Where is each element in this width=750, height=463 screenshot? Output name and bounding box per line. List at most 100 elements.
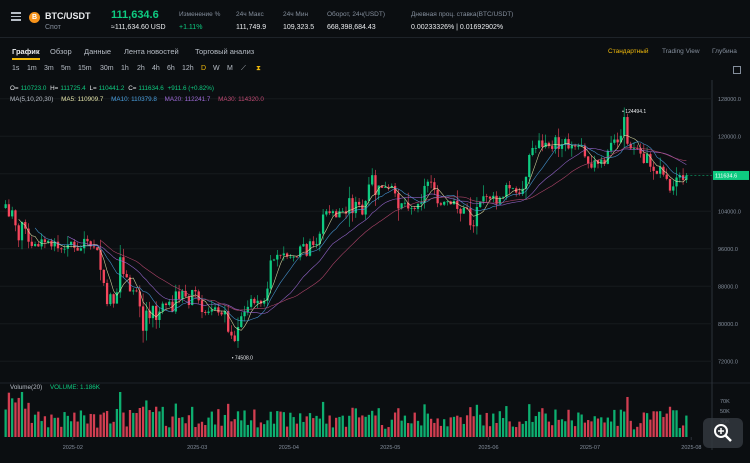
- pair-market-type: Спот: [45, 24, 61, 31]
- timeframe-3m[interactable]: 3m: [44, 65, 54, 72]
- timeframe-2h[interactable]: 2h: [137, 65, 145, 72]
- volume-bar: [655, 411, 659, 437]
- volume-bar: [168, 427, 171, 437]
- volume-bar: [492, 413, 495, 437]
- candle-body: [266, 288, 269, 301]
- volume-bar: [122, 412, 125, 437]
- price-chart[interactable]: 128000.0120000.0112000.0104000.096000.08…: [0, 80, 750, 463]
- candle-body: [79, 248, 83, 251]
- timeframe-M[interactable]: M: [227, 65, 233, 72]
- candle-body: [583, 145, 587, 157]
- candle-body: [33, 244, 37, 246]
- volume-bar: [292, 417, 295, 437]
- candle-body: [675, 177, 678, 187]
- tab-overview[interactable]: Обзор: [50, 47, 72, 56]
- timeframe-6h[interactable]: 6h: [167, 65, 175, 72]
- candle-body: [272, 259, 276, 261]
- volume-bar: [217, 409, 220, 437]
- volume-bar: [649, 419, 652, 437]
- candle-body: [397, 193, 400, 209]
- view-tradingview[interactable]: Trading View: [662, 48, 700, 55]
- volume-bar: [675, 410, 678, 437]
- candle-body: [642, 153, 645, 163]
- candle-body: [488, 196, 492, 199]
- candle-body: [400, 203, 403, 209]
- candle-body: [551, 146, 554, 149]
- volume-bar: [357, 417, 361, 437]
- volume-bar: [266, 420, 269, 437]
- tab-chart[interactable]: График: [12, 47, 40, 56]
- zoom-icon[interactable]: [703, 418, 743, 448]
- volume-bar: [40, 421, 43, 437]
- volume-bar: [420, 425, 423, 437]
- volume-bar: [50, 414, 53, 437]
- chart-type-icon[interactable]: ⟋: [241, 65, 246, 72]
- candle-body: [197, 291, 200, 301]
- volume-bar: [312, 418, 315, 437]
- indicator-icon[interactable]: ⧗: [256, 65, 261, 72]
- volume-bar: [181, 417, 184, 437]
- y-tick-label: 88000.0: [718, 284, 738, 290]
- volume-bar: [472, 416, 475, 437]
- volume-bar: [164, 425, 168, 437]
- volume-bar: [488, 426, 492, 437]
- candle-body: [17, 225, 20, 241]
- volume-bar: [400, 420, 403, 437]
- candle-body: [446, 201, 449, 203]
- volume-bar: [534, 416, 537, 437]
- candle-body: [263, 300, 266, 304]
- candle-body: [560, 144, 564, 149]
- timeframe-1m[interactable]: 1m: [27, 65, 37, 72]
- candle-body: [325, 211, 328, 215]
- fullscreen-icon[interactable]: [733, 66, 741, 74]
- candle-body: [243, 312, 246, 317]
- tab-trading-analysis[interactable]: Торговый анализ: [195, 47, 255, 56]
- volume-bar: [367, 414, 371, 437]
- volume-bar: [662, 417, 665, 437]
- timeframe-4h[interactable]: 4h: [152, 65, 160, 72]
- candle-body: [426, 181, 429, 186]
- volume-bar: [541, 408, 544, 437]
- candle-body: [194, 290, 197, 292]
- candle-body: [53, 241, 56, 247]
- candle-body: [587, 156, 590, 164]
- tab-data[interactable]: Данные: [84, 47, 112, 56]
- volume-bar: [590, 421, 593, 437]
- volume-bar: [14, 402, 17, 437]
- volume-bar: [259, 422, 263, 437]
- volume-bar: [573, 426, 577, 437]
- view-depth[interactable]: Глубина: [712, 48, 737, 55]
- candle-body: [11, 210, 14, 217]
- timeframe-5m[interactable]: 5m: [61, 65, 71, 72]
- volume-bar: [639, 423, 642, 437]
- candle-body: [76, 247, 79, 251]
- volume-bar: [112, 421, 115, 437]
- volume-bar: [299, 413, 302, 437]
- timeframe-30m[interactable]: 30m: [100, 65, 114, 72]
- pair-title[interactable]: BTC/USDT: [45, 11, 91, 21]
- candle-body: [528, 155, 531, 178]
- candle-body: [302, 244, 305, 247]
- candle-body: [501, 196, 505, 198]
- view-standard[interactable]: Стандартный: [608, 48, 649, 55]
- tab-news[interactable]: Лента новостей: [124, 47, 179, 56]
- volume-bar: [564, 421, 567, 437]
- stat-high: 24ч Макс 111,749.9: [236, 11, 267, 31]
- candle-body: [518, 192, 521, 194]
- timeframe-1h[interactable]: 1h: [121, 65, 129, 72]
- timeframe-12h[interactable]: 12h: [182, 65, 194, 72]
- volume-bar: [433, 422, 436, 437]
- volume-bar: [33, 414, 37, 437]
- timeframe-1s[interactable]: 1s: [12, 65, 20, 72]
- timeframe-15m[interactable]: 15m: [78, 65, 92, 72]
- timeframe-D[interactable]: D: [201, 65, 207, 72]
- candle-body: [423, 185, 426, 203]
- timeframe-W[interactable]: W: [213, 65, 220, 72]
- volume-bar: [354, 408, 357, 437]
- volume-bar: [249, 420, 253, 437]
- volume-bar: [518, 421, 521, 437]
- candle-body: [554, 137, 557, 149]
- menu-icon[interactable]: [11, 12, 21, 21]
- volume-bar: [4, 409, 7, 437]
- volume-bar: [119, 392, 122, 437]
